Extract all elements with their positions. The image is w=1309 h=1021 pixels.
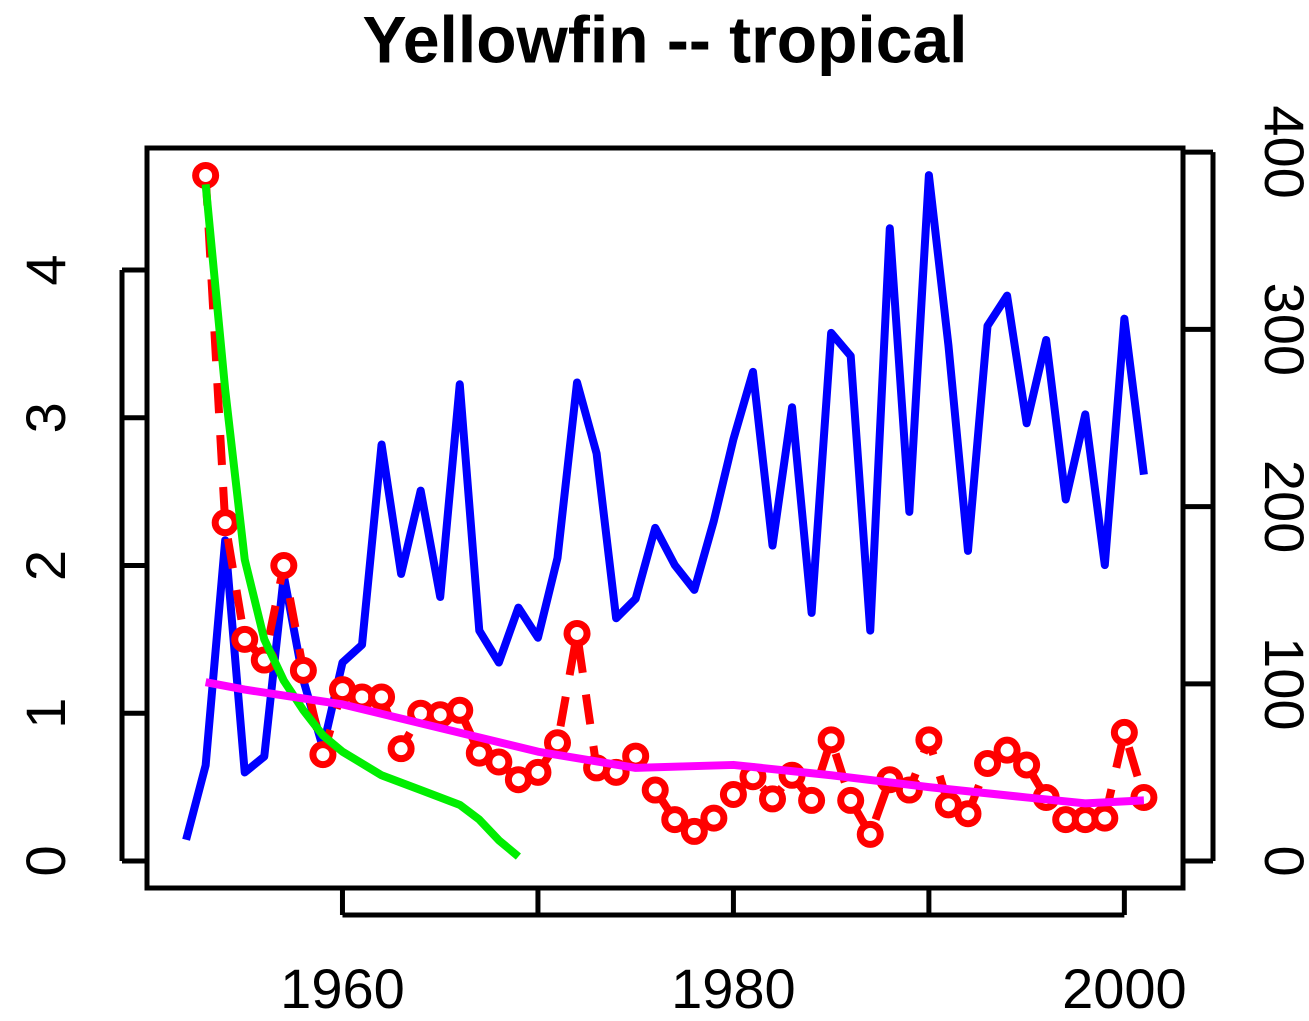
series-line: [204, 678, 1145, 808]
y-tick-label: 1: [14, 698, 77, 729]
series-point: [211, 509, 239, 537]
series-point: [563, 619, 591, 647]
series-point: [368, 683, 396, 711]
series-point: [1013, 751, 1041, 779]
series-point: [231, 625, 259, 653]
y-tick-label: 2: [14, 550, 77, 581]
y2-tick-label: 300: [1253, 283, 1309, 376]
series-point: [387, 735, 415, 763]
series-point: [817, 726, 845, 754]
series-point: [192, 161, 220, 189]
series-line: [201, 183, 521, 860]
series-point: [954, 800, 982, 828]
series-point: [915, 726, 943, 754]
series-point: [270, 551, 298, 579]
series-point: [309, 741, 337, 769]
x-tick-label: 2000: [1062, 957, 1187, 1020]
x-tick-label: 1960: [280, 957, 405, 1020]
y2-tick-label: 0: [1253, 845, 1309, 876]
y-tick-label: 0: [14, 845, 77, 876]
series-point: [485, 748, 513, 776]
series-point: [974, 749, 1002, 777]
series-point: [289, 656, 317, 684]
x-tick-label: 1980: [671, 957, 796, 1020]
series-point: [759, 785, 787, 813]
chart-title: Yellowfin -- tropical: [362, 2, 967, 76]
series-point: [641, 776, 669, 804]
series-point: [798, 786, 826, 814]
series-line: [182, 171, 1148, 841]
y2-tick-label: 400: [1253, 105, 1309, 198]
y2-tick-label: 200: [1253, 460, 1309, 553]
y2-tick-label: 100: [1253, 637, 1309, 730]
series-point: [680, 817, 708, 845]
series-point: [856, 820, 884, 848]
plot-frame: [144, 145, 1186, 891]
y-tick-label: 4: [14, 254, 77, 285]
series-point: [1091, 804, 1119, 832]
series-point: [993, 736, 1021, 764]
series-point: [661, 806, 689, 834]
series-point: [837, 786, 865, 814]
series-point: [719, 780, 747, 808]
series-point: [700, 804, 728, 832]
series-point: [1110, 718, 1138, 746]
series-point: [446, 696, 474, 724]
y-tick-label: 3: [14, 402, 77, 433]
series-line: [201, 175, 1148, 839]
series-point: [524, 758, 552, 786]
